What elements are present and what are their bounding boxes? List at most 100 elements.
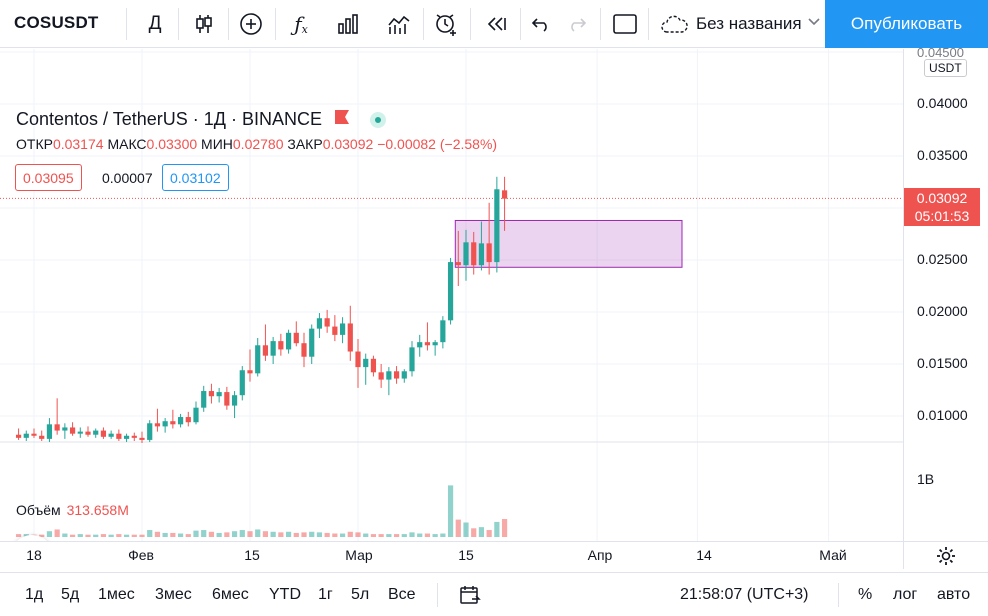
time-tick: 15	[244, 547, 260, 563]
volume-bar	[255, 529, 261, 537]
volume-bar	[170, 532, 176, 537]
bar-countdown: 05:01:53	[914, 208, 970, 224]
log-scale-toggle[interactable]: лог	[893, 586, 918, 603]
volume-bar	[432, 534, 438, 537]
range-all-button[interactable]: Все	[388, 586, 416, 603]
alert-clock-icon[interactable]	[428, 6, 464, 42]
price-axis[interactable]: 0.04500 USDT 0.04000 0.03500 0.02500 0.0…	[903, 45, 988, 541]
volume-bar	[131, 534, 137, 537]
volume-bar	[478, 527, 485, 537]
range-1m-button[interactable]: 1мес	[98, 586, 135, 603]
timezone-clock[interactable]: 21:58:07 (UTC+3)	[680, 586, 809, 603]
volume-bar	[363, 533, 369, 537]
volume-bar	[77, 534, 83, 537]
range-3m-button[interactable]: 3мес	[155, 586, 192, 603]
volume-bar	[401, 534, 407, 537]
tradingview-logo-icon[interactable]	[10, 535, 54, 541]
range-1y-button[interactable]: 1г	[318, 586, 333, 603]
templates-icon[interactable]	[381, 6, 417, 42]
close-label: ЗАКР	[287, 136, 323, 152]
candle-body	[417, 342, 423, 348]
volume-bar	[231, 531, 238, 537]
candle-body	[185, 417, 191, 423]
toolbar-divider	[275, 8, 276, 40]
undo-icon[interactable]	[524, 6, 558, 42]
time-tick: Фев	[128, 547, 154, 563]
volume-bar	[69, 534, 76, 537]
range-5y-button[interactable]: 5л	[351, 586, 370, 603]
close-value: 0.03092	[322, 136, 374, 152]
volume-bar	[85, 534, 91, 537]
candle-body	[278, 341, 284, 350]
currency-badge[interactable]: USDT	[924, 59, 967, 77]
high-value: 0.03300	[146, 136, 198, 152]
interval-button[interactable]: Д	[148, 13, 162, 34]
candle-body	[239, 370, 245, 396]
toolbar-divider	[470, 8, 471, 40]
candle-body	[293, 332, 299, 344]
range-ytd-button[interactable]: YTD	[269, 586, 301, 603]
candle-body	[208, 391, 215, 397]
volume-bar	[424, 533, 431, 537]
fullscreen-icon[interactable]	[608, 6, 642, 42]
price-tick: 0.04000	[917, 95, 968, 111]
volume-bar	[162, 532, 168, 537]
volume-bar	[278, 532, 284, 537]
candles-style-icon[interactable]	[186, 6, 222, 42]
range-6m-button[interactable]: 6мес	[212, 586, 249, 603]
time-tick: Мар	[345, 547, 373, 563]
volume-bar	[224, 532, 230, 537]
candle-body	[478, 243, 485, 266]
volume-bar	[486, 530, 492, 537]
candle-body	[247, 370, 253, 374]
publish-button[interactable]: Опубликовать	[825, 0, 988, 48]
candle-body	[355, 351, 361, 368]
price-tick: 0.04500	[917, 45, 964, 60]
chart-pane[interactable]: Contentos / TetherUS · 1Д · BINANCE ОТКР…	[0, 49, 903, 541]
range-1d-button[interactable]: 1д	[25, 586, 44, 603]
volume-bar	[247, 531, 253, 537]
flag-icon[interactable]	[334, 109, 350, 130]
chart-settings-gear-icon[interactable]	[903, 541, 988, 569]
volume-bar	[39, 534, 45, 537]
percent-scale-toggle[interactable]: %	[858, 586, 873, 603]
volume-bar	[208, 531, 215, 537]
buy-price-button[interactable]: 0.03102	[162, 164, 229, 191]
price-zone-rectangle	[454, 219, 683, 268]
volume-bar	[147, 530, 153, 537]
candle-body	[409, 347, 415, 372]
volume-bar	[409, 532, 415, 537]
chevron-down-icon[interactable]	[808, 13, 820, 30]
candle-body	[285, 332, 292, 350]
candle-body	[440, 320, 446, 343]
candle-body	[339, 323, 346, 335]
symbol-search-button[interactable]: COSUSDT	[14, 13, 99, 32]
volume-bar	[123, 534, 130, 537]
candle-body	[301, 343, 307, 357]
goto-date-icon[interactable]	[459, 584, 481, 611]
volume-bar	[370, 534, 377, 537]
candle-body	[116, 433, 122, 439]
time-axis[interactable]: 18 Фев 15 Мар 15 Апр 14 Май	[0, 541, 903, 569]
financials-icon[interactable]	[330, 6, 366, 42]
auto-scale-toggle[interactable]: авто	[937, 586, 971, 603]
compare-add-icon[interactable]	[233, 6, 269, 42]
layout-name-button[interactable]: Без названия	[660, 6, 802, 42]
candle-body	[262, 345, 269, 356]
change-value: −0.00082 (−2.58%)	[377, 136, 498, 152]
redo-icon[interactable]	[560, 6, 594, 42]
price-tick: 0.01500	[917, 355, 968, 371]
spread-value: 0.00007	[102, 169, 153, 186]
sell-price-button[interactable]: 0.03095	[15, 164, 82, 191]
candle-body	[378, 372, 384, 380]
range-5d-button[interactable]: 5д	[61, 586, 80, 603]
volume-bar	[100, 534, 107, 537]
replay-icon[interactable]	[478, 6, 514, 42]
high-label: МАКС	[107, 136, 147, 152]
cloud-icon	[661, 15, 688, 33]
volume-bar	[339, 533, 346, 537]
bottom-divider	[838, 583, 839, 607]
toolbar-divider	[423, 8, 424, 40]
candle-body	[100, 430, 107, 437]
